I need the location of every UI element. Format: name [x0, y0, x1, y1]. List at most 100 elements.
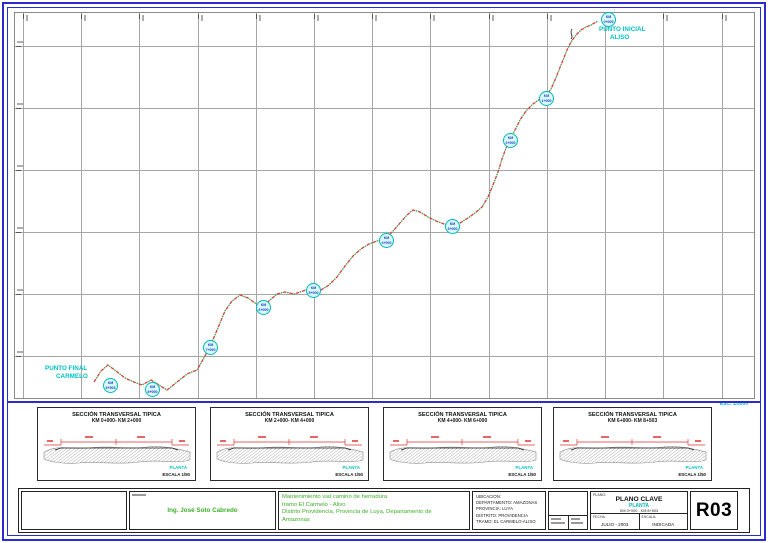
section-panel: SECCIÓN TRANSVERSAL TIPICA KM 2+000- KM 4… — [210, 407, 369, 481]
section-title: SECCIÓN TRANSVERSAL TIPICA — [245, 412, 334, 418]
escala-label: ESCALA: — [641, 515, 657, 519]
engineer-name: Ing. José Soto Cabredo — [167, 507, 238, 514]
dimension-text-smudge — [694, 440, 701, 442]
section-scale-label: ESCALA 1/50 — [508, 472, 536, 477]
label-line: ALISO — [610, 33, 630, 41]
grid-line-vertical — [198, 13, 199, 398]
punto-inicial-label: PUNTO INICIAL ALISO — [599, 26, 645, 42]
km-marker-prefix: KM — [207, 343, 214, 348]
grid-tick-left — [16, 170, 21, 171]
km-marker: KM 8+000 — [145, 382, 160, 397]
location-line: DEPARTAMENTO: AMAZONAS — [476, 500, 538, 506]
grid-tick-left — [16, 108, 21, 109]
title-block-empty-cell — [21, 491, 127, 530]
km-marker-prefix: KM — [260, 303, 267, 308]
grid-tick-label-smudge — [17, 165, 23, 167]
fecha-cell: FECHA: JULIO - 2003 — [591, 514, 640, 529]
dimension-text-smudge — [219, 440, 226, 442]
project-line: Distrito Providencia, Provincia de Luya,… — [282, 509, 432, 516]
grid-tick-label-smudge — [17, 41, 23, 43]
km-marker-value: 1+000 — [541, 98, 552, 103]
grid-tick-label-smudge — [317, 15, 319, 21]
km-marker-prefix: KM — [507, 136, 514, 141]
grid-line-vertical — [23, 13, 24, 398]
grid-line-horizontal — [15, 46, 754, 47]
km-marker-value: 5+000 — [308, 290, 319, 295]
section-km-range: KM 2+000- KM 4+000 — [264, 418, 315, 424]
dimension-text-smudge — [430, 436, 439, 438]
grid-line-vertical — [256, 13, 257, 398]
section-km-range: KM 6+000- KM 8+503 — [607, 418, 658, 424]
dimension-text-smudge — [392, 440, 399, 442]
road-surface-line — [227, 447, 351, 451]
project-line: tramo El Carmelo - Aliso — [282, 501, 346, 508]
grid-tick-label-smudge — [17, 351, 23, 353]
section-km-range: KM 0+000- KM 2+000 — [91, 418, 142, 424]
dimension-text-smudge — [600, 436, 609, 438]
grid-tick-label-smudge — [375, 15, 377, 21]
km-marker-value: 0+000 — [603, 19, 614, 24]
section-panel: SECCIÓN TRANSVERSAL TIPICA KM 0+000- KM 2… — [37, 407, 196, 481]
grid-tick-label-smudge — [17, 103, 23, 105]
project-line: Amazonas — [282, 517, 310, 524]
dimension-text-smudge — [482, 436, 491, 438]
escala-cell: ESCALA: INDICADA — [640, 514, 688, 529]
label-line: PUNTO FINAL — [45, 365, 88, 372]
section-plan-label: PLANTA — [515, 465, 533, 470]
plan-title-bottom-row: FECHA: JULIO - 2003 ESCALA: INDICADA — [591, 513, 687, 529]
grid-tick-left — [16, 232, 21, 233]
fecha-value: JULIO - 2003 — [601, 522, 629, 527]
dimension-text-smudge — [257, 436, 266, 438]
grid-line-vertical — [81, 13, 82, 398]
ground-hatch — [389, 446, 536, 464]
grid-line-vertical — [314, 13, 315, 398]
km-marker-value: 3+000 — [447, 226, 458, 231]
aux-mini-cell-right — [569, 516, 588, 529]
grid-line-vertical — [722, 13, 723, 398]
section-title: SECCIÓN TRANSVERSAL TIPICA — [72, 412, 161, 418]
dimension-text-smudge — [84, 436, 93, 438]
km-marker: KM 8+503 — [103, 378, 118, 393]
plan-subtitle: PLANTA — [629, 503, 649, 509]
dimension-text-smudge — [351, 440, 358, 442]
km-marker: KM 4+000 — [379, 233, 394, 248]
grid-line-vertical — [430, 13, 431, 398]
section-plan-label: PLANTA — [685, 465, 703, 470]
grid-line-horizontal — [15, 170, 754, 171]
dimension-text-smudge — [652, 436, 661, 438]
grid-tick-top — [430, 14, 431, 19]
ground-hatch — [559, 446, 706, 464]
section-drawing — [216, 436, 363, 464]
road-surface-line — [570, 447, 694, 451]
km-marker-prefix: KM — [543, 94, 550, 99]
location-line: UBICACION: — [476, 494, 502, 499]
aux-smudge — [551, 518, 561, 520]
project-text: Mantenimiento vial camino de herradura t… — [282, 494, 466, 525]
label-line: CARMELO — [56, 372, 88, 380]
route-polyline — [93, 20, 599, 391]
road-surface-line — [54, 447, 178, 451]
plan-km-range: KM 0+000 - KM 8+503 — [619, 509, 659, 513]
dimension-text-smudge — [562, 440, 569, 442]
grid-line-vertical — [139, 13, 140, 398]
sheet-number: R03 — [695, 499, 733, 521]
station-symbol — [570, 28, 573, 40]
grid-tick-top — [722, 14, 723, 19]
km-marker-value: 8+000 — [147, 389, 158, 394]
aux-smudge — [570, 518, 580, 520]
section-scale-label: ESCALA 1/50 — [335, 472, 363, 477]
route-polyline — [93, 20, 599, 391]
plan-name: PLANO CLAVE — [615, 496, 663, 503]
dimension-text-smudge — [136, 436, 145, 438]
section-km-range: KM 4+000- KM 6+000 — [437, 418, 488, 424]
km-marker: KM 6+000 — [256, 300, 271, 315]
aux-smudge — [570, 522, 583, 524]
km-marker-prefix: KM — [605, 15, 612, 20]
project-cell: Mantenimiento vial camino de herradura t… — [278, 491, 470, 530]
ground-hatch — [216, 446, 363, 464]
grid-line-horizontal — [15, 232, 754, 233]
km-marker: KM 7+000 — [203, 340, 218, 355]
location-line: PROVINCIA: LUYA — [476, 506, 513, 512]
aux-mini-cells — [549, 515, 587, 529]
plan-title-cell: PLANO: PLANO CLAVE PLANTA KM 0+000 - KM … — [590, 491, 688, 530]
